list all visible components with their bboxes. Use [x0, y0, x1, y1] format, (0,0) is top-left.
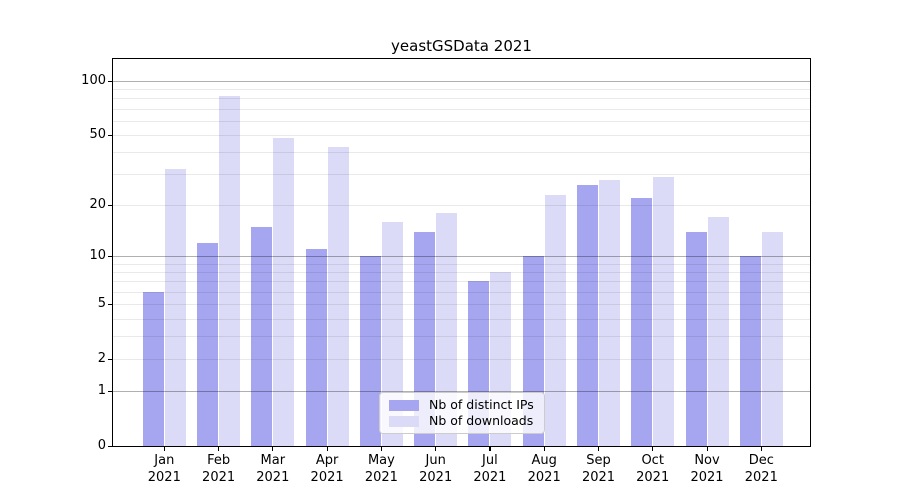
gridline-minor-6	[113, 292, 810, 293]
y-tick-2	[108, 359, 112, 361]
bar-nb-of-distinct-ips-feb-2021	[197, 243, 219, 446]
y-tick-10	[108, 256, 112, 258]
bar-nb-of-downloads-apr-2021	[327, 146, 349, 446]
gridline-minor-2	[113, 359, 810, 361]
y-tick-50	[108, 134, 112, 137]
y-tick-1	[108, 391, 112, 393]
x-tick-mar-2021	[272, 447, 274, 451]
x-tick-sep-2021	[598, 447, 600, 451]
x-tick-dec-2021	[760, 447, 762, 451]
bar-nb-of-distinct-ips-sep-2021	[577, 185, 598, 446]
gridline-minor-30	[113, 174, 810, 176]
gridline-minor-60	[113, 120, 810, 122]
y-tick-label-100: 100	[81, 72, 106, 88]
bar-nb-of-distinct-ips-may-2021	[359, 256, 381, 446]
x-tick-may-2021	[380, 447, 383, 451]
gridline-minor-4	[113, 318, 810, 320]
gridline-major-1	[113, 391, 810, 393]
x-tick-feb-2021	[218, 447, 220, 451]
x-tick-label-dec-2021: Dec 2021	[744, 453, 778, 485]
gridline-major-100	[113, 80, 810, 82]
gridline-minor-70	[113, 108, 810, 110]
x-tick-apr-2021	[326, 447, 328, 451]
bar-nb-of-distinct-ips-mar-2021	[251, 226, 273, 446]
x-tick-jan-2021	[163, 447, 165, 451]
gridline-minor-9	[113, 263, 810, 265]
legend-label-distinct-ips: Nb of distinct IPs	[429, 397, 534, 412]
x-tick-label-oct-2021: Oct 2021	[636, 453, 670, 485]
bar-nb-of-distinct-ips-nov-2021	[685, 231, 707, 446]
bar-nb-of-downloads-dec-2021	[761, 231, 783, 446]
bar-nb-of-downloads-aug-2021	[544, 194, 566, 446]
y-tick-label-50: 50	[89, 126, 106, 142]
gridline-minor-5	[113, 304, 810, 306]
bar-nb-of-downloads-oct-2021	[653, 176, 675, 446]
bar-nb-of-downloads-sep-2021	[599, 179, 620, 446]
bar-nb-of-downloads-jun-2021	[436, 213, 458, 446]
x-tick-nov-2021	[706, 447, 708, 451]
x-tick-oct-2021	[652, 447, 654, 451]
chart-title: yeastGSData 2021	[391, 37, 532, 55]
legend: Nb of distinct IPs Nb of downloads	[379, 392, 545, 434]
x-tick-label-apr-2021: Apr 2021	[310, 453, 344, 485]
bar-nb-of-downloads-feb-2021	[219, 96, 241, 446]
gridline-minor-3	[113, 336, 810, 338]
y-tick-label-0: 0	[97, 438, 106, 453]
gridline-minor-80	[113, 98, 810, 100]
legend-label-downloads: Nb of downloads	[429, 413, 534, 428]
gridline-minor-40	[113, 152, 810, 154]
gridline-major-10	[113, 256, 810, 258]
x-tick-label-aug-2021: Aug 2021	[527, 453, 561, 485]
y-tick-0	[108, 446, 112, 448]
x-tick-aug-2021	[543, 447, 545, 451]
x-tick-jul-2021	[489, 447, 491, 451]
bar-nb-of-distinct-ips-apr-2021	[305, 249, 327, 446]
x-tick-label-sep-2021: Sep 2021	[581, 453, 616, 485]
legend-swatch-distinct-ips	[389, 399, 419, 411]
gridline-minor-50	[113, 134, 810, 136]
bar-nb-of-downloads-nov-2021	[707, 217, 729, 446]
gridline-minor-20	[113, 205, 810, 207]
bar-nb-of-downloads-jan-2021	[164, 169, 186, 446]
y-tick-label-20: 20	[89, 197, 106, 213]
gridline-minor-7	[113, 281, 810, 283]
y-tick-label-5: 5	[97, 296, 106, 312]
legend-item-distinct-ips: Nb of distinct IPs	[389, 398, 535, 412]
y-tick-100	[108, 80, 112, 82]
x-tick-label-jul-2021: Jul 2021	[473, 453, 507, 485]
legend-item-downloads: Nb of downloads	[389, 414, 535, 428]
bar-nb-of-distinct-ips-dec-2021	[739, 256, 761, 446]
plot-area	[112, 58, 811, 447]
y-tick-label-2: 2	[97, 351, 106, 367]
x-tick-jun-2021	[435, 447, 437, 451]
x-tick-label-may-2021: May 2021	[364, 453, 398, 485]
y-tick-label-1: 1	[97, 383, 106, 399]
x-tick-label-nov-2021: Nov 2021	[690, 453, 724, 485]
bar-nb-of-distinct-ips-jan-2021	[142, 292, 164, 446]
bar-nb-of-downloads-may-2021	[381, 221, 403, 446]
gridline-minor-90	[113, 89, 810, 90]
gridline-minor-8	[113, 272, 810, 274]
y-tick-5	[108, 304, 112, 306]
x-tick-label-jun-2021: Jun 2021	[419, 453, 453, 485]
y-tick-20	[108, 205, 112, 207]
x-tick-label-mar-2021: Mar 2021	[256, 453, 290, 485]
legend-swatch-downloads	[389, 415, 419, 427]
bar-nb-of-downloads-mar-2021	[273, 138, 295, 446]
x-tick-label-feb-2021: Feb 2021	[202, 453, 236, 485]
bar-nb-of-distinct-ips-oct-2021	[631, 197, 653, 446]
x-tick-label-jan-2021: Jan 2021	[147, 453, 181, 485]
y-tick-label-10: 10	[89, 248, 106, 264]
